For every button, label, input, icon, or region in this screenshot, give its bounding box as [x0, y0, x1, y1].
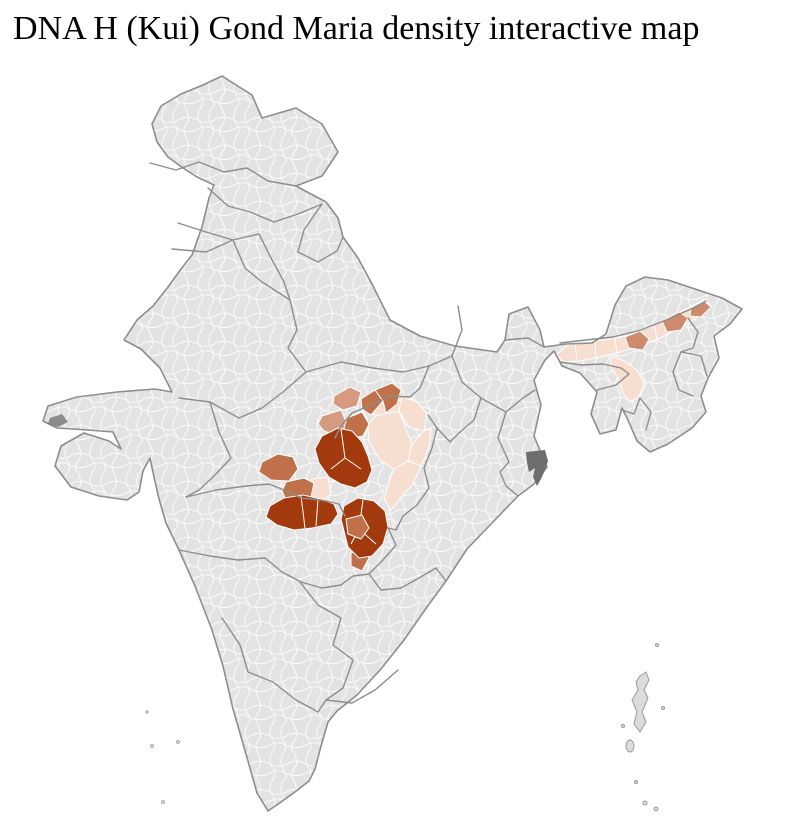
district-shape[interactable] [265, 494, 339, 531]
district-shape[interactable] [624, 330, 650, 351]
andaman-nicobar-islands[interactable] [621, 643, 665, 812]
district-shape[interactable] [689, 300, 712, 318]
density-districts-medium-northeast[interactable] [624, 300, 712, 351]
district-shape[interactable] [258, 453, 299, 482]
sundarbans-delta [526, 450, 548, 486]
rann-marsh-patch [48, 414, 68, 427]
density-districts-high[interactable] [265, 427, 389, 559]
district-shape[interactable] [555, 298, 712, 363]
district-shape[interactable] [314, 427, 373, 489]
district-shape[interactable] [332, 386, 362, 411]
district-shape[interactable] [374, 382, 402, 414]
district-shape[interactable] [383, 460, 422, 511]
page-title: DNA H (Kui) Gond Maria density interacti… [13, 10, 700, 47]
district-shape[interactable] [661, 311, 689, 333]
state-borders [149, 161, 708, 713]
lakshadweep-islands[interactable] [145, 710, 180, 804]
district-boundary-lines [300, 428, 377, 545]
district-shape[interactable] [360, 389, 384, 416]
district-shape[interactable] [345, 514, 370, 540]
